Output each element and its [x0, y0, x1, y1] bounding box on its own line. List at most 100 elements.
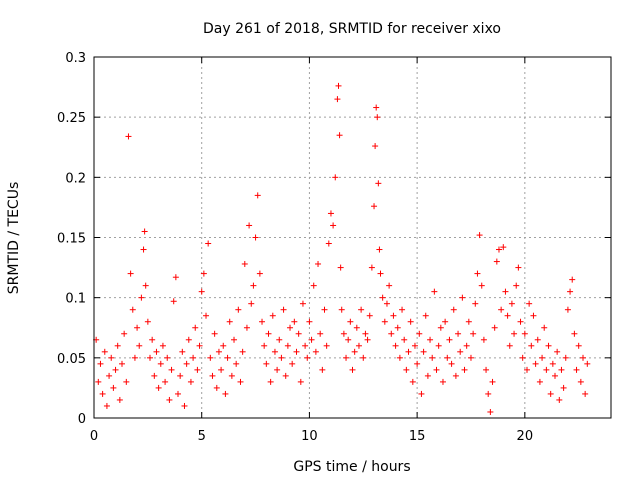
data-point — [179, 348, 186, 355]
data-point — [259, 318, 266, 325]
data-point — [121, 330, 128, 337]
data-point — [226, 318, 233, 325]
data-point — [584, 360, 591, 367]
data-point — [235, 306, 242, 313]
data-point — [517, 318, 524, 325]
y-axis-label: SRMTID / TECUs — [6, 182, 22, 295]
data-point — [114, 342, 121, 349]
data-point — [280, 306, 287, 313]
data-point — [474, 270, 481, 277]
data-point — [362, 330, 369, 337]
y-tick-label: 0.1 — [65, 292, 86, 307]
data-point — [569, 276, 576, 283]
data-point — [444, 354, 451, 361]
data-point — [472, 300, 479, 307]
data-point — [403, 366, 410, 373]
data-point — [239, 348, 246, 355]
data-point — [571, 330, 578, 337]
data-point — [159, 342, 166, 349]
data-point — [243, 324, 250, 331]
data-point — [519, 354, 526, 361]
data-point — [433, 366, 440, 373]
data-point — [282, 372, 289, 379]
data-point — [493, 258, 500, 265]
data-point — [424, 372, 431, 379]
data-point — [508, 300, 515, 307]
data-point — [269, 312, 276, 319]
data-point — [304, 354, 311, 361]
data-point — [358, 306, 365, 313]
data-point — [97, 360, 104, 367]
y-tick-label: 0 — [78, 412, 86, 427]
data-point — [332, 174, 339, 181]
data-point — [231, 336, 238, 343]
data-point — [330, 222, 337, 229]
data-point — [558, 366, 565, 373]
data-point — [325, 240, 332, 247]
data-point — [372, 143, 379, 150]
data-point — [276, 336, 283, 343]
data-point — [528, 342, 535, 349]
data-point — [386, 282, 393, 289]
data-point — [310, 282, 317, 289]
data-point — [418, 390, 425, 397]
data-point — [334, 96, 341, 103]
data-point — [340, 330, 347, 337]
data-point — [222, 390, 229, 397]
x-tick-label: 10 — [301, 429, 318, 444]
data-point — [335, 82, 342, 89]
axis-ticks — [93, 56, 611, 419]
data-point — [153, 348, 160, 355]
data-point — [287, 324, 294, 331]
y-tick-label: 0.25 — [57, 111, 86, 126]
data-point — [252, 234, 259, 241]
data-point — [119, 360, 126, 367]
data-point — [355, 342, 362, 349]
data-point — [377, 270, 384, 277]
data-point — [144, 318, 151, 325]
data-point — [500, 244, 507, 251]
data-point — [409, 378, 416, 385]
data-point — [327, 210, 334, 217]
data-point — [442, 318, 449, 325]
data-point — [366, 312, 373, 319]
x-tick-label: 0 — [90, 429, 98, 444]
data-point — [394, 324, 401, 331]
data-point — [103, 402, 110, 409]
data-point — [360, 354, 367, 361]
data-point — [265, 330, 272, 337]
data-point — [353, 324, 360, 331]
data-point — [338, 306, 345, 313]
data-point — [218, 366, 225, 373]
data-point — [431, 288, 438, 295]
data-point — [323, 342, 330, 349]
data-point — [582, 390, 589, 397]
data-point — [478, 282, 485, 289]
data-point — [302, 342, 309, 349]
data-point — [185, 336, 192, 343]
data-point — [392, 342, 399, 349]
data-point — [168, 366, 175, 373]
data-point — [411, 342, 418, 349]
data-point — [134, 324, 141, 331]
data-point — [554, 348, 561, 355]
data-point — [213, 384, 220, 391]
data-point — [187, 378, 194, 385]
data-point — [347, 318, 354, 325]
data-point — [319, 366, 326, 373]
data-point — [374, 114, 381, 121]
x-tick-label: 20 — [517, 429, 534, 444]
data-point — [562, 354, 569, 361]
data-point — [551, 372, 558, 379]
data-point — [237, 378, 244, 385]
data-point — [181, 402, 188, 409]
y-tick-label: 0.05 — [57, 352, 86, 367]
data-point — [495, 246, 502, 253]
data-point — [373, 104, 380, 111]
data-point — [141, 228, 148, 235]
data-point — [523, 366, 530, 373]
data-point — [491, 324, 498, 331]
data-point — [125, 133, 132, 140]
data-point — [192, 324, 199, 331]
data-point — [110, 384, 117, 391]
